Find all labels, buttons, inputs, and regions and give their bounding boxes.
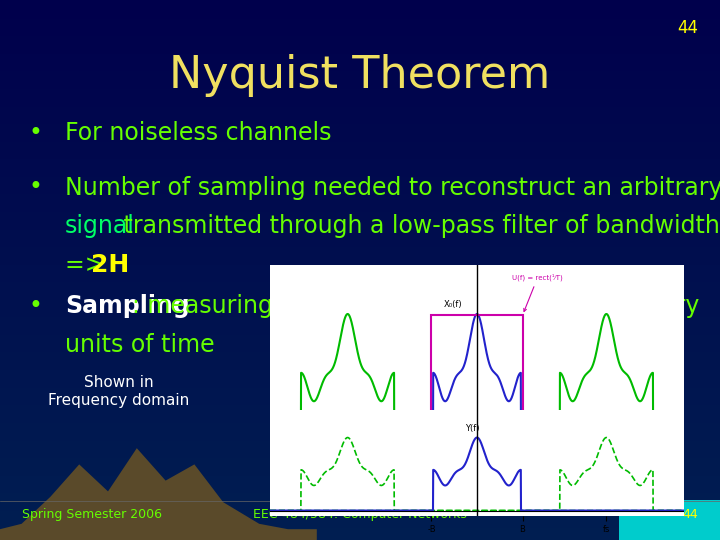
Text: T: T <box>482 294 497 318</box>
Text: Sampling: Sampling <box>65 294 189 318</box>
Text: 44: 44 <box>678 19 698 37</box>
Polygon shape <box>0 448 317 540</box>
Bar <box>619 500 720 540</box>
Text: U(f) = rect(¹⁄T): U(f) = rect(¹⁄T) <box>512 274 563 312</box>
Bar <box>431 315 523 447</box>
Text: X₀(f): X₀(f) <box>444 300 462 309</box>
Text: EEC-484/584: Computer Networks: EEC-484/584: Computer Networks <box>253 508 467 521</box>
Text: signal: signal <box>65 214 135 238</box>
Text: Spring Semester 2006: Spring Semester 2006 <box>22 508 161 521</box>
Text: Nyquist Theorem: Nyquist Theorem <box>169 54 551 97</box>
Text: 44: 44 <box>683 508 698 521</box>
Text: •: • <box>29 122 42 145</box>
Text: transmitted through a low-pass filter of bandwidth H: transmitted through a low-pass filter of… <box>116 214 720 238</box>
Text: Y(f): Y(f) <box>464 424 479 434</box>
Text: units of time: units of time <box>65 333 215 357</box>
Text: Number of sampling needed to reconstruct an arbitrary: Number of sampling needed to reconstruct… <box>65 176 720 199</box>
Text: •: • <box>29 176 42 199</box>
Text: 2H: 2H <box>91 253 129 277</box>
Text: : measuring the continuous signal's value every: : measuring the continuous signal's valu… <box>132 294 707 318</box>
Text: =>: => <box>65 253 112 277</box>
Text: Shown in
Frequency domain: Shown in Frequency domain <box>48 375 189 408</box>
Text: •: • <box>29 294 42 318</box>
Text: For noiseless channels: For noiseless channels <box>65 122 331 145</box>
